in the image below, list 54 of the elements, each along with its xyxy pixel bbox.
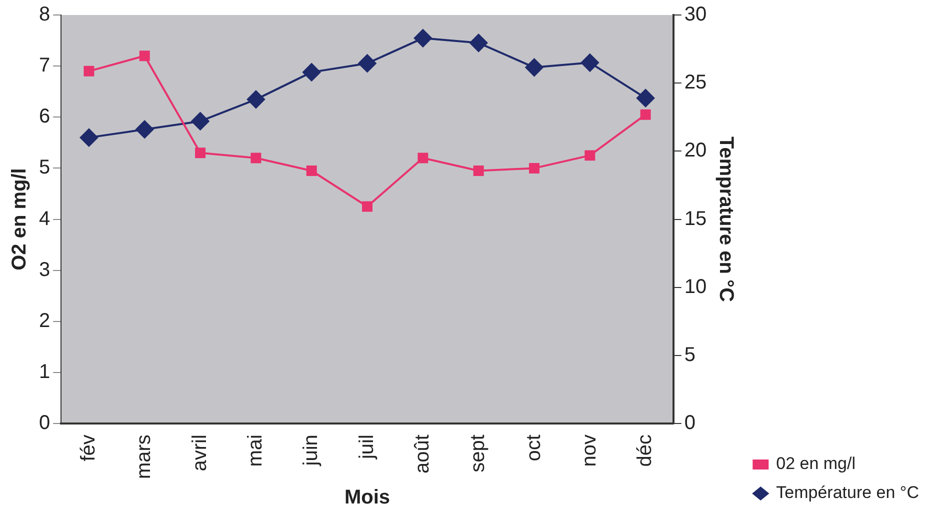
y-axis-title: O2 en mg/l xyxy=(8,168,31,270)
y2-tick-label: 20 xyxy=(684,140,707,162)
x-tick-label: oct xyxy=(522,434,545,462)
x-tick-label: mars xyxy=(133,434,156,480)
y-tick-label: 2 xyxy=(39,310,50,332)
legend-label: Température en °C xyxy=(776,483,920,502)
y-tick-label: 5 xyxy=(39,156,50,179)
point xyxy=(250,152,262,164)
y2-axis-title: Temprature en °C xyxy=(715,136,738,302)
point xyxy=(136,120,154,138)
x-axis-title: Mois xyxy=(344,486,390,509)
x-tick-label: avril xyxy=(188,434,211,472)
point xyxy=(640,109,651,120)
point xyxy=(580,54,599,72)
y-tick-label: 4 xyxy=(39,208,50,230)
y2-tick-label: 30 xyxy=(684,4,707,26)
x-tick-label: mai xyxy=(244,434,266,467)
point xyxy=(528,162,540,174)
point xyxy=(191,112,210,130)
y-tick-label: 6 xyxy=(39,106,50,128)
x-tick-label: juin xyxy=(300,434,322,467)
point xyxy=(473,166,484,176)
y2-tick-label: 0 xyxy=(684,412,696,434)
point xyxy=(302,63,321,82)
x-tick-label: fév xyxy=(77,434,100,462)
point xyxy=(246,90,265,108)
y2-tick-label: 15 xyxy=(684,208,707,230)
point xyxy=(636,89,655,108)
point xyxy=(80,128,98,147)
point xyxy=(418,152,428,164)
y-tick-label: 1 xyxy=(39,361,50,384)
point xyxy=(306,166,317,176)
point xyxy=(139,50,150,62)
point xyxy=(84,66,94,76)
y2-tick-label: 25 xyxy=(684,72,707,94)
x-tick-label: sept xyxy=(467,434,490,472)
point xyxy=(195,148,206,158)
y-tick-label: 0 xyxy=(39,412,50,434)
x-tick-label: déc xyxy=(634,434,656,467)
point xyxy=(414,29,432,48)
x-tick-label: juil xyxy=(356,434,378,460)
y-tick-label: 3 xyxy=(39,258,50,281)
y-tick-label: 7 xyxy=(39,54,50,77)
y-tick-label: 8 xyxy=(39,4,50,26)
y2-tick-label: 10 xyxy=(684,276,707,298)
point xyxy=(525,58,544,76)
point xyxy=(358,54,376,72)
x-tick-label: août xyxy=(411,434,434,474)
point xyxy=(584,150,596,161)
point xyxy=(470,34,488,52)
point xyxy=(362,201,372,212)
x-tick-label: nov xyxy=(578,434,600,467)
y2-tick-label: 5 xyxy=(684,344,696,366)
legend-label: 02 en mg/l xyxy=(776,454,856,474)
